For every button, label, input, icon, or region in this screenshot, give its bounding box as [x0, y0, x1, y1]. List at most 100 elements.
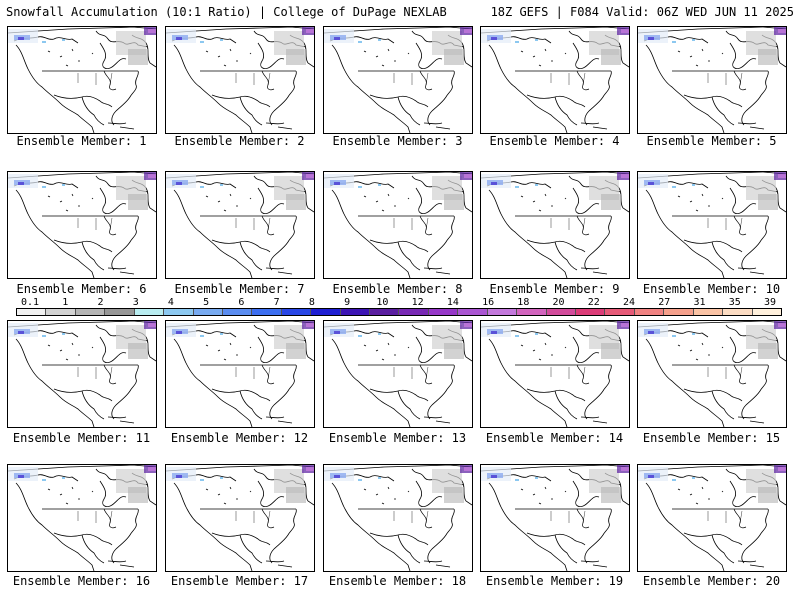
ensemble-member-label: Ensemble Member: 13 [328, 431, 467, 445]
north-america-map [638, 27, 786, 133]
north-america-map [481, 27, 629, 133]
colorbar-swatch [428, 309, 459, 315]
ensemble-map-panel [637, 26, 787, 134]
colorbar-swatch [370, 309, 400, 315]
north-america-map [324, 172, 472, 278]
colorbar-swatch [164, 309, 194, 315]
north-america-map [481, 465, 629, 571]
north-america-map [8, 172, 156, 278]
colorbar-swatch [311, 309, 341, 315]
ensemble-map-panel [165, 464, 315, 572]
colorbar-tick-label: 27 [658, 297, 671, 308]
north-america-map [638, 465, 786, 571]
colorbar-tick-label: 9 [344, 297, 351, 308]
colorbar-tick-label: 3 [132, 297, 139, 308]
colorbar-swatch [193, 309, 223, 315]
colorbar-swatch [634, 309, 665, 315]
colorbar-swatch [399, 309, 429, 315]
colorbar-tick-label: 22 [587, 297, 600, 308]
title-left: Snowfall Accumulation (10:1 Ratio) | Col… [6, 5, 447, 19]
colorbar-tick-label: 1 [62, 297, 69, 308]
colorbar-swatch [487, 309, 518, 315]
ensemble-member-label: Ensemble Member: 7 [174, 282, 305, 296]
colorbar-swatch [340, 309, 371, 315]
title-right: 18Z GEFS | F084 Valid: 06Z WED JUN 11 20… [490, 5, 794, 19]
ensemble-member-label: Ensemble Member: 15 [642, 431, 781, 445]
colorbar-swatch [752, 309, 781, 315]
ensemble-member-label: Ensemble Member: 11 [12, 431, 151, 445]
ensemble-member-label: Ensemble Member: 5 [646, 134, 777, 148]
colorbar-swatch [546, 309, 577, 315]
ensemble-map-panel [480, 464, 630, 572]
colorbar-tick-label: 10 [376, 297, 389, 308]
colorbar-tick-label: 35 [728, 297, 741, 308]
ensemble-map-panel [7, 464, 157, 572]
colorbar-swatch [75, 309, 106, 315]
ensemble-map-panel [323, 26, 473, 134]
ensemble-member-label: Ensemble Member: 14 [485, 431, 624, 445]
colorbar-tick-label: 2 [97, 297, 104, 308]
north-america-map [324, 465, 472, 571]
colorbar-swatch [46, 309, 76, 315]
colorbar-swatch [723, 309, 753, 315]
north-america-map [481, 172, 629, 278]
colorbar-swatch [281, 309, 312, 315]
colorbar-tick-label: 12 [411, 297, 424, 308]
north-america-map [166, 172, 314, 278]
colorbar-tick-label: 14 [446, 297, 459, 308]
ensemble-map-panel [480, 320, 630, 428]
colorbar-tick-label: 5 [203, 297, 210, 308]
colorbar-tick-label: 24 [623, 297, 636, 308]
colorbar-swatch [605, 309, 635, 315]
colorbar-swatch [664, 309, 694, 315]
ensemble-map-panel [637, 171, 787, 279]
colorbar-swatch [252, 309, 282, 315]
colorbar-swatch [222, 309, 253, 315]
ensemble-member-label: Ensemble Member: 20 [642, 574, 781, 588]
ensemble-member-label: Ensemble Member: 19 [485, 574, 624, 588]
ensemble-map-panel [637, 320, 787, 428]
north-america-map [166, 27, 314, 133]
colorbar-swatch [576, 309, 606, 315]
colorbar-tick-label: 39 [763, 297, 777, 308]
ensemble-member-label: Ensemble Member: 10 [642, 282, 781, 296]
colorbar-tick-label: 16 [482, 297, 495, 308]
north-america-map [166, 465, 314, 571]
colorbar-swatch [693, 309, 724, 315]
north-america-map [324, 27, 472, 133]
ensemble-map-panel [637, 464, 787, 572]
north-america-map [8, 321, 156, 427]
ensemble-member-label: Ensemble Member: 8 [332, 282, 463, 296]
ensemble-member-label: Ensemble Member: 2 [174, 134, 305, 148]
colorbar-tick-label: 7 [273, 297, 280, 308]
ensemble-member-label: Ensemble Member: 16 [12, 574, 151, 588]
ensemble-member-label: Ensemble Member: 3 [332, 134, 463, 148]
ensemble-member-label: Ensemble Member: 6 [16, 282, 147, 296]
north-america-map [481, 321, 629, 427]
north-america-map [166, 321, 314, 427]
snowfall-colorbar [16, 308, 782, 316]
colorbar-swatch [105, 309, 135, 315]
ensemble-map-panel [323, 171, 473, 279]
ensemble-map-panel [165, 171, 315, 279]
north-america-map [638, 321, 786, 427]
colorbar-tick-label: 20 [552, 297, 565, 308]
colorbar-swatch [17, 309, 47, 315]
north-america-map [8, 465, 156, 571]
colorbar-tick-label: 6 [238, 297, 245, 308]
ensemble-map-panel [7, 26, 157, 134]
colorbar-swatch [517, 309, 547, 315]
colorbar-tick-label: 18 [517, 297, 530, 308]
ensemble-member-label: Ensemble Member: 12 [170, 431, 309, 445]
colorbar-tick-label: 8 [308, 297, 315, 308]
ensemble-map-panel [480, 26, 630, 134]
ensemble-member-label: Ensemble Member: 9 [489, 282, 620, 296]
colorbar-tick-label: 4 [167, 297, 174, 308]
colorbar-swatch [458, 309, 488, 315]
ensemble-member-label: Ensemble Member: 17 [170, 574, 309, 588]
ensemble-map-panel [480, 171, 630, 279]
colorbar-tick-label: 0.1 [20, 297, 40, 308]
ensemble-map-panel [165, 320, 315, 428]
ensemble-map-panel [7, 171, 157, 279]
colorbar-tick-label: 31 [693, 297, 706, 308]
